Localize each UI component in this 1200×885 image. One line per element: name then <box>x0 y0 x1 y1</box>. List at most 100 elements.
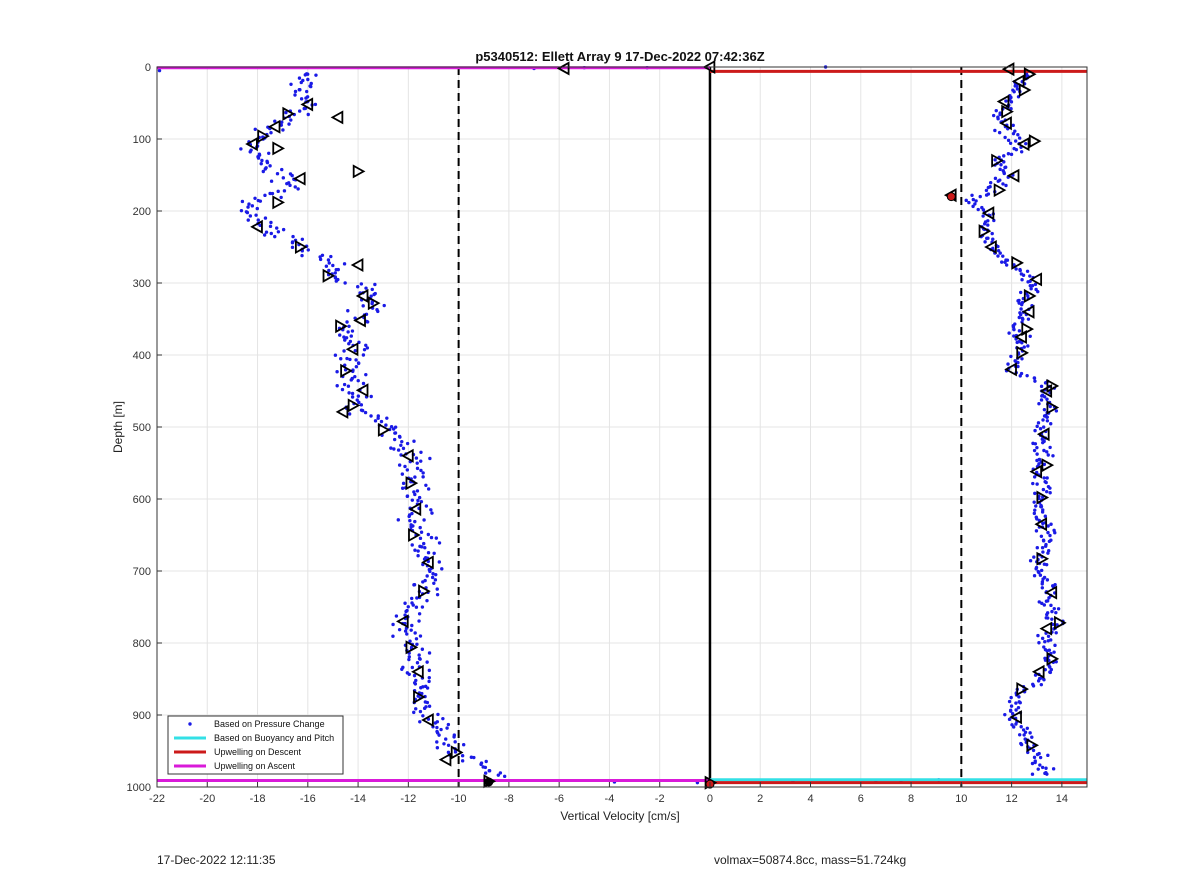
pressure-point <box>1032 500 1036 504</box>
pressure-point <box>432 551 436 556</box>
pressure-point <box>1037 402 1041 406</box>
pressure-point <box>258 223 262 228</box>
legend-label: Based on Buoyancy and Pitch <box>214 733 334 743</box>
pressure-point <box>1016 364 1020 369</box>
pressure-point <box>427 675 431 680</box>
pressure-point <box>415 489 420 493</box>
pressure-point <box>1032 573 1037 578</box>
pressure-point <box>435 592 440 597</box>
pressure-point <box>425 574 429 578</box>
ascent-marker <box>1018 83 1032 98</box>
pressure-point <box>1038 573 1043 577</box>
pressure-point <box>1021 728 1026 732</box>
x-tick-label: 14 <box>1056 793 1068 805</box>
pressure-point <box>435 587 439 591</box>
pressure-point <box>1035 424 1039 429</box>
y-tick-label: 0 <box>145 62 151 74</box>
pressure-point <box>1003 165 1007 170</box>
descent-marker <box>377 422 391 437</box>
pressure-point <box>373 282 377 287</box>
pressure-point <box>414 605 419 609</box>
pressure-point <box>359 408 364 412</box>
pressure-point <box>239 208 244 213</box>
pressure-point <box>1032 475 1037 479</box>
pressure-point <box>988 185 992 189</box>
pressure-point <box>361 353 366 357</box>
pressure-point <box>1019 307 1023 311</box>
pressure-point <box>385 416 389 420</box>
pressure-point <box>1001 182 1005 186</box>
y-tick-label: 700 <box>133 566 151 578</box>
axes-box <box>156 66 1088 788</box>
pressure-point <box>414 637 419 641</box>
pressure-point <box>254 213 258 217</box>
pressure-point <box>253 127 257 131</box>
pressure-point <box>978 194 982 199</box>
pressure-point <box>269 179 274 183</box>
y-axis-title: Depth [m] <box>111 401 125 453</box>
pressure-point <box>1049 603 1053 608</box>
pressure-point <box>407 655 411 659</box>
pressure-point <box>425 598 429 603</box>
pressure-point <box>421 714 425 718</box>
pressure-point <box>416 549 420 553</box>
pressure-point <box>392 447 396 451</box>
x-tick-label: -14 <box>350 793 366 805</box>
pressure-point <box>268 164 272 168</box>
pressure-point <box>335 384 339 388</box>
pressure-point <box>1005 258 1010 262</box>
pressure-point <box>279 195 283 200</box>
pressure-point <box>1044 542 1048 547</box>
pressure-point <box>1032 755 1037 760</box>
pressure-point <box>1016 133 1020 137</box>
pressure-point <box>1031 684 1036 688</box>
pressure-point <box>1041 418 1045 422</box>
descent-marker <box>421 555 434 570</box>
descent-marker <box>367 296 381 311</box>
pressure-point <box>331 263 335 268</box>
pressure-point <box>250 204 255 208</box>
pressure-point <box>1019 742 1024 747</box>
pressure-point <box>1041 440 1045 445</box>
pressure-point <box>1018 701 1022 705</box>
pressure-point <box>1046 753 1050 758</box>
ascent-marker <box>1004 362 1017 377</box>
pressure-point <box>1026 280 1030 284</box>
pressure-point <box>417 612 422 616</box>
pressure-point <box>1038 426 1043 431</box>
pressure-point <box>396 518 400 522</box>
ascent-marker <box>1054 615 1067 630</box>
pressure-point <box>376 416 380 420</box>
pressure-point <box>425 660 429 664</box>
pressure-point <box>327 268 331 273</box>
pressure-point <box>300 253 304 258</box>
descent-marker <box>438 752 452 767</box>
x-tick-label: 8 <box>908 793 914 805</box>
pressure-point <box>1035 752 1040 757</box>
pressure-point <box>1019 272 1024 276</box>
pressure-point <box>1052 650 1056 654</box>
pressure-point <box>418 536 423 541</box>
triangle-markers <box>245 59 1067 790</box>
pressure-point <box>410 665 415 670</box>
pressure-point <box>339 357 343 361</box>
pressure-point <box>300 237 305 241</box>
pressure-point <box>971 197 975 202</box>
pressure-point <box>1042 476 1046 480</box>
pressure-point <box>446 722 451 727</box>
pressure-point <box>425 686 430 690</box>
pressure-point <box>412 681 417 685</box>
pressure-point <box>997 130 1002 135</box>
pressure-point <box>263 193 267 198</box>
pressure-point <box>1001 254 1005 258</box>
legend: Based on Pressure Change Based on Buoyanc… <box>167 715 344 775</box>
pressure-point <box>403 629 408 633</box>
pressure-point <box>1033 428 1037 433</box>
pressure-point <box>991 246 995 251</box>
pressure-point <box>998 167 1002 172</box>
descent-marker <box>272 195 286 210</box>
pressure-point <box>971 204 975 209</box>
y-tick-label: 100 <box>133 134 151 146</box>
pressure-point <box>427 651 432 655</box>
